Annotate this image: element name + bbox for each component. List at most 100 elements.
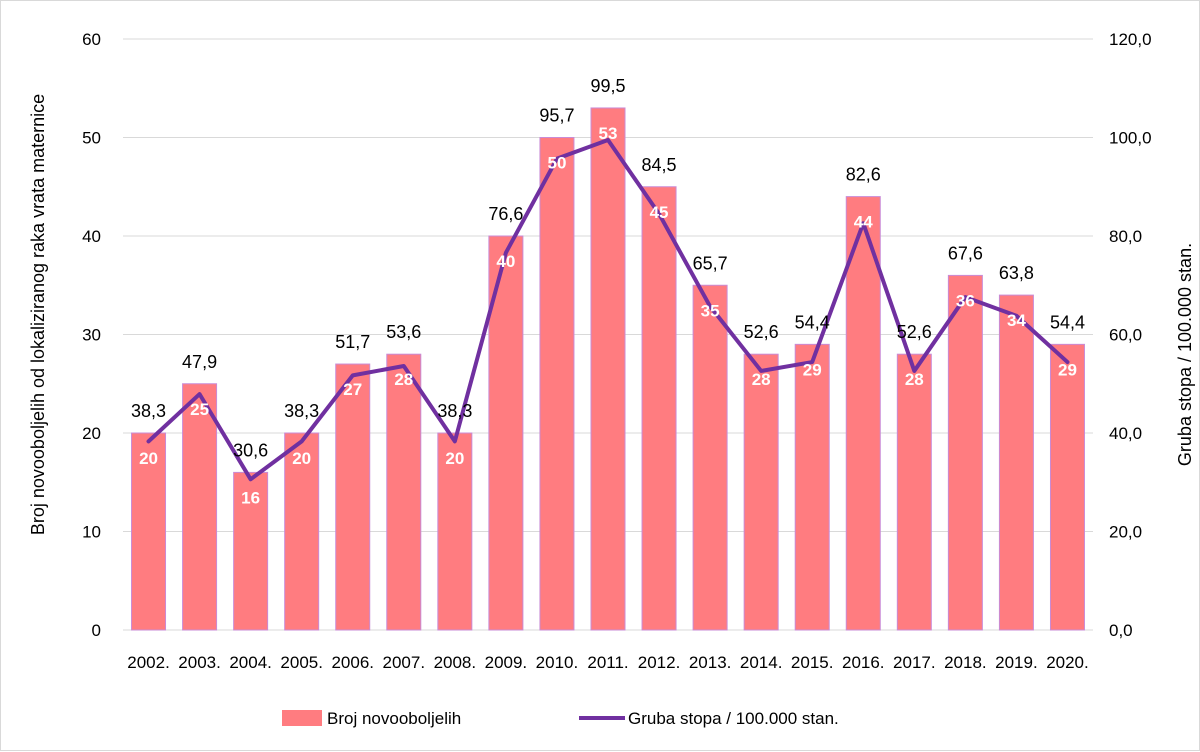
line-value-label: 95,7 (539, 106, 574, 126)
x-tick-label: 2013. (689, 653, 732, 672)
bar-value-label: 20 (292, 449, 311, 468)
x-tick-label: 2015. (791, 653, 834, 672)
line-value-label: 54,4 (1050, 312, 1085, 332)
y-tick-label: 0 (92, 621, 101, 640)
bar-value-label: 25 (190, 400, 209, 419)
bar (233, 471, 269, 631)
rate-line (146, 137, 1070, 482)
x-tick-label: 2002. (127, 653, 170, 672)
line-value-label: 53,6 (386, 322, 421, 342)
bar-value-label: 36 (956, 291, 975, 310)
y-tick-label: 10 (82, 523, 101, 542)
legend-line-label: Gruba stopa / 100.000 stan. (628, 709, 839, 728)
line-value-label: 30,6 (233, 440, 268, 460)
x-tick-label: 2012. (638, 653, 681, 672)
x-tick-label: 2005. (280, 653, 323, 672)
line-value-label: 51,7 (335, 332, 370, 352)
y2-tick-label: 60,0 (1109, 326, 1142, 345)
line-value-label: 38,3 (284, 401, 319, 421)
bar-value-label: 29 (1058, 360, 1077, 379)
line-value-label: 65,7 (693, 253, 728, 273)
bar-value-label: 28 (752, 370, 771, 389)
y2-tick-label: 80,0 (1109, 227, 1142, 246)
line-value-label: 82,6 (846, 165, 881, 185)
bar (437, 432, 473, 631)
x-tick-label: 2020. (1046, 653, 1089, 672)
x-tick-label: 2018. (944, 653, 987, 672)
bar-value-label: 35 (701, 301, 720, 320)
y2-axis-title: Gruba stopa / 100.000 stan. (1175, 243, 1195, 466)
bar (692, 284, 728, 631)
bar (539, 137, 575, 631)
y2-tick-label: 20,0 (1109, 523, 1142, 542)
x-tick-label: 2008. (434, 653, 477, 672)
legend-bar-swatch (282, 710, 322, 726)
x-tick-label: 2006. (331, 653, 374, 672)
y2-tick-label: 120,0 (1109, 30, 1152, 49)
y-tick-label: 20 (82, 424, 101, 443)
bar (386, 353, 422, 631)
line-value-label: 47,9 (182, 352, 217, 372)
bar (284, 432, 320, 631)
y2-tick-label: 100,0 (1109, 129, 1152, 148)
x-tick-label: 2011. (587, 653, 628, 672)
line-value-label: 52,6 (897, 322, 932, 342)
bar (131, 432, 167, 631)
y2-tick-label: 0,0 (1109, 621, 1133, 640)
bar-value-label: 44 (854, 213, 873, 232)
bar-value-label: 29 (803, 360, 822, 379)
line-value-label: 52,6 (744, 322, 779, 342)
bar-value-label: 20 (445, 449, 464, 468)
y-axis-title: Broj novooboljelih od lokaliziranog raka… (28, 94, 48, 535)
legend: Broj novooboljelih Gruba stopa / 100.000… (282, 709, 839, 728)
line-value-label: 84,5 (642, 155, 677, 175)
y-tick-label: 50 (82, 129, 101, 148)
bar (794, 343, 830, 631)
x-tick-label: 2019. (995, 653, 1038, 672)
bar (743, 353, 779, 631)
x-tick-label: 2014. (740, 653, 783, 672)
bar (182, 383, 218, 631)
bar (1049, 343, 1085, 631)
y2-tick-label: 40,0 (1109, 424, 1142, 443)
line-series (146, 137, 1070, 482)
bar (590, 107, 626, 631)
bar-value-label: 20 (139, 449, 158, 468)
bar (335, 363, 371, 631)
x-tick-label: 2010. (536, 653, 579, 672)
bar (845, 196, 881, 631)
data-labels: 20 25 16 20 27 28 20 40 50 53 45 35 28 29 44 28 36 34 29 38… (131, 76, 1085, 507)
x-tick-label: 2016. (842, 653, 885, 672)
bar (998, 294, 1034, 631)
bar-value-label: 27 (343, 380, 362, 399)
bar (641, 186, 677, 631)
y-tick-label: 30 (82, 326, 101, 345)
line-value-label: 76,6 (488, 204, 523, 224)
legend-bar-label: Broj novooboljelih (327, 709, 461, 728)
bar-value-label: 34 (1007, 311, 1026, 330)
x-tick-label: 2009. (485, 653, 528, 672)
axes: 0 0,0 10 20,0 20 40,0 30 60,0 40 80,0 50 100,0 60 120… (82, 30, 1151, 672)
y-tick-label: 60 (82, 30, 101, 49)
bar-value-label: 45 (650, 203, 669, 222)
x-tick-label: 2004. (229, 653, 272, 672)
x-tick-label: 2017. (893, 653, 936, 672)
bar-value-label: 28 (394, 370, 413, 389)
line-value-label: 38,3 (131, 401, 166, 421)
bar-value-label: 50 (547, 154, 566, 173)
y-tick-label: 40 (82, 227, 101, 246)
bar (947, 274, 983, 631)
x-tick-label: 2007. (383, 653, 426, 672)
bar-value-label: 53 (599, 124, 618, 143)
line-value-label: 63,8 (999, 263, 1034, 283)
bar-series (131, 107, 1085, 631)
x-tick-label: 2003. (178, 653, 221, 672)
line-value-label: 99,5 (590, 76, 625, 96)
bar-value-label: 16 (241, 488, 260, 507)
bar (896, 353, 932, 631)
bar-value-label: 40 (496, 252, 515, 271)
line-value-label: 54,4 (795, 312, 830, 332)
bar-value-label: 28 (905, 370, 924, 389)
